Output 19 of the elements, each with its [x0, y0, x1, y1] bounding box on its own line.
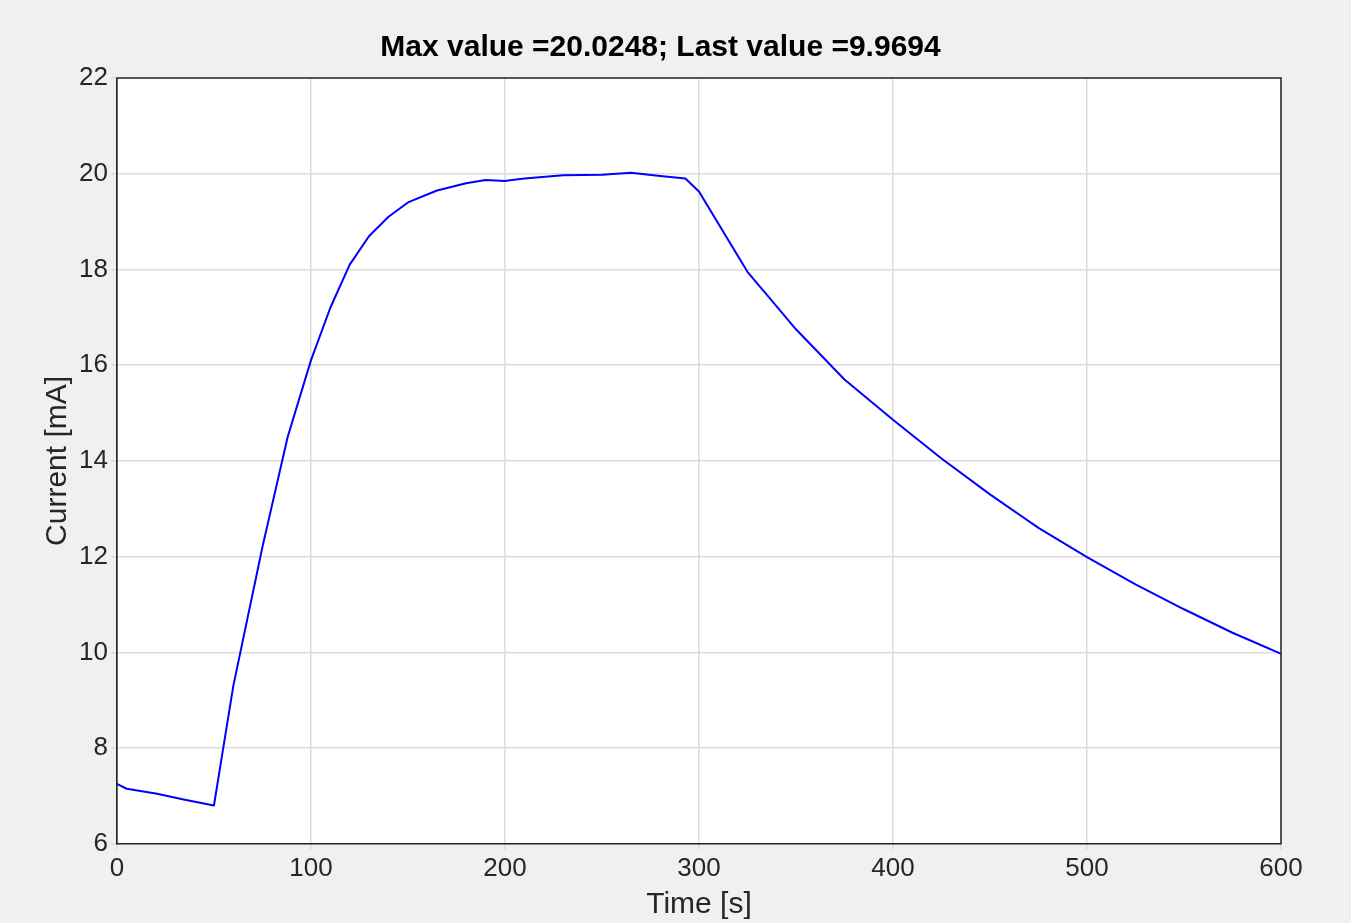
y-tick-label: 10 [79, 635, 108, 666]
x-tick-label: 300 [677, 851, 721, 882]
x-axis-title: Time [s] [646, 886, 752, 920]
y-tick-label: 14 [79, 444, 108, 475]
y-tick-label: 6 [93, 826, 108, 857]
x-tick-label: 0 [109, 851, 125, 882]
y-tick-label: 16 [79, 348, 108, 379]
y-tick-label: 12 [79, 539, 108, 570]
x-tick-label: 100 [289, 851, 333, 882]
y-tick-label: 22 [79, 61, 108, 92]
chart-title: Max value =20.0248; Last value =9.9694 [380, 29, 941, 63]
x-tick-label: 200 [483, 851, 527, 882]
y-tick-label: 18 [79, 252, 108, 283]
y-tick-label: 8 [93, 731, 108, 762]
x-tick-label: 500 [1065, 851, 1109, 882]
y-tick-label: 20 [79, 156, 108, 187]
x-tick-label: 400 [871, 851, 915, 882]
x-tick-label: 600 [1259, 851, 1303, 882]
y-axis-title: Current [mA] [39, 375, 73, 546]
